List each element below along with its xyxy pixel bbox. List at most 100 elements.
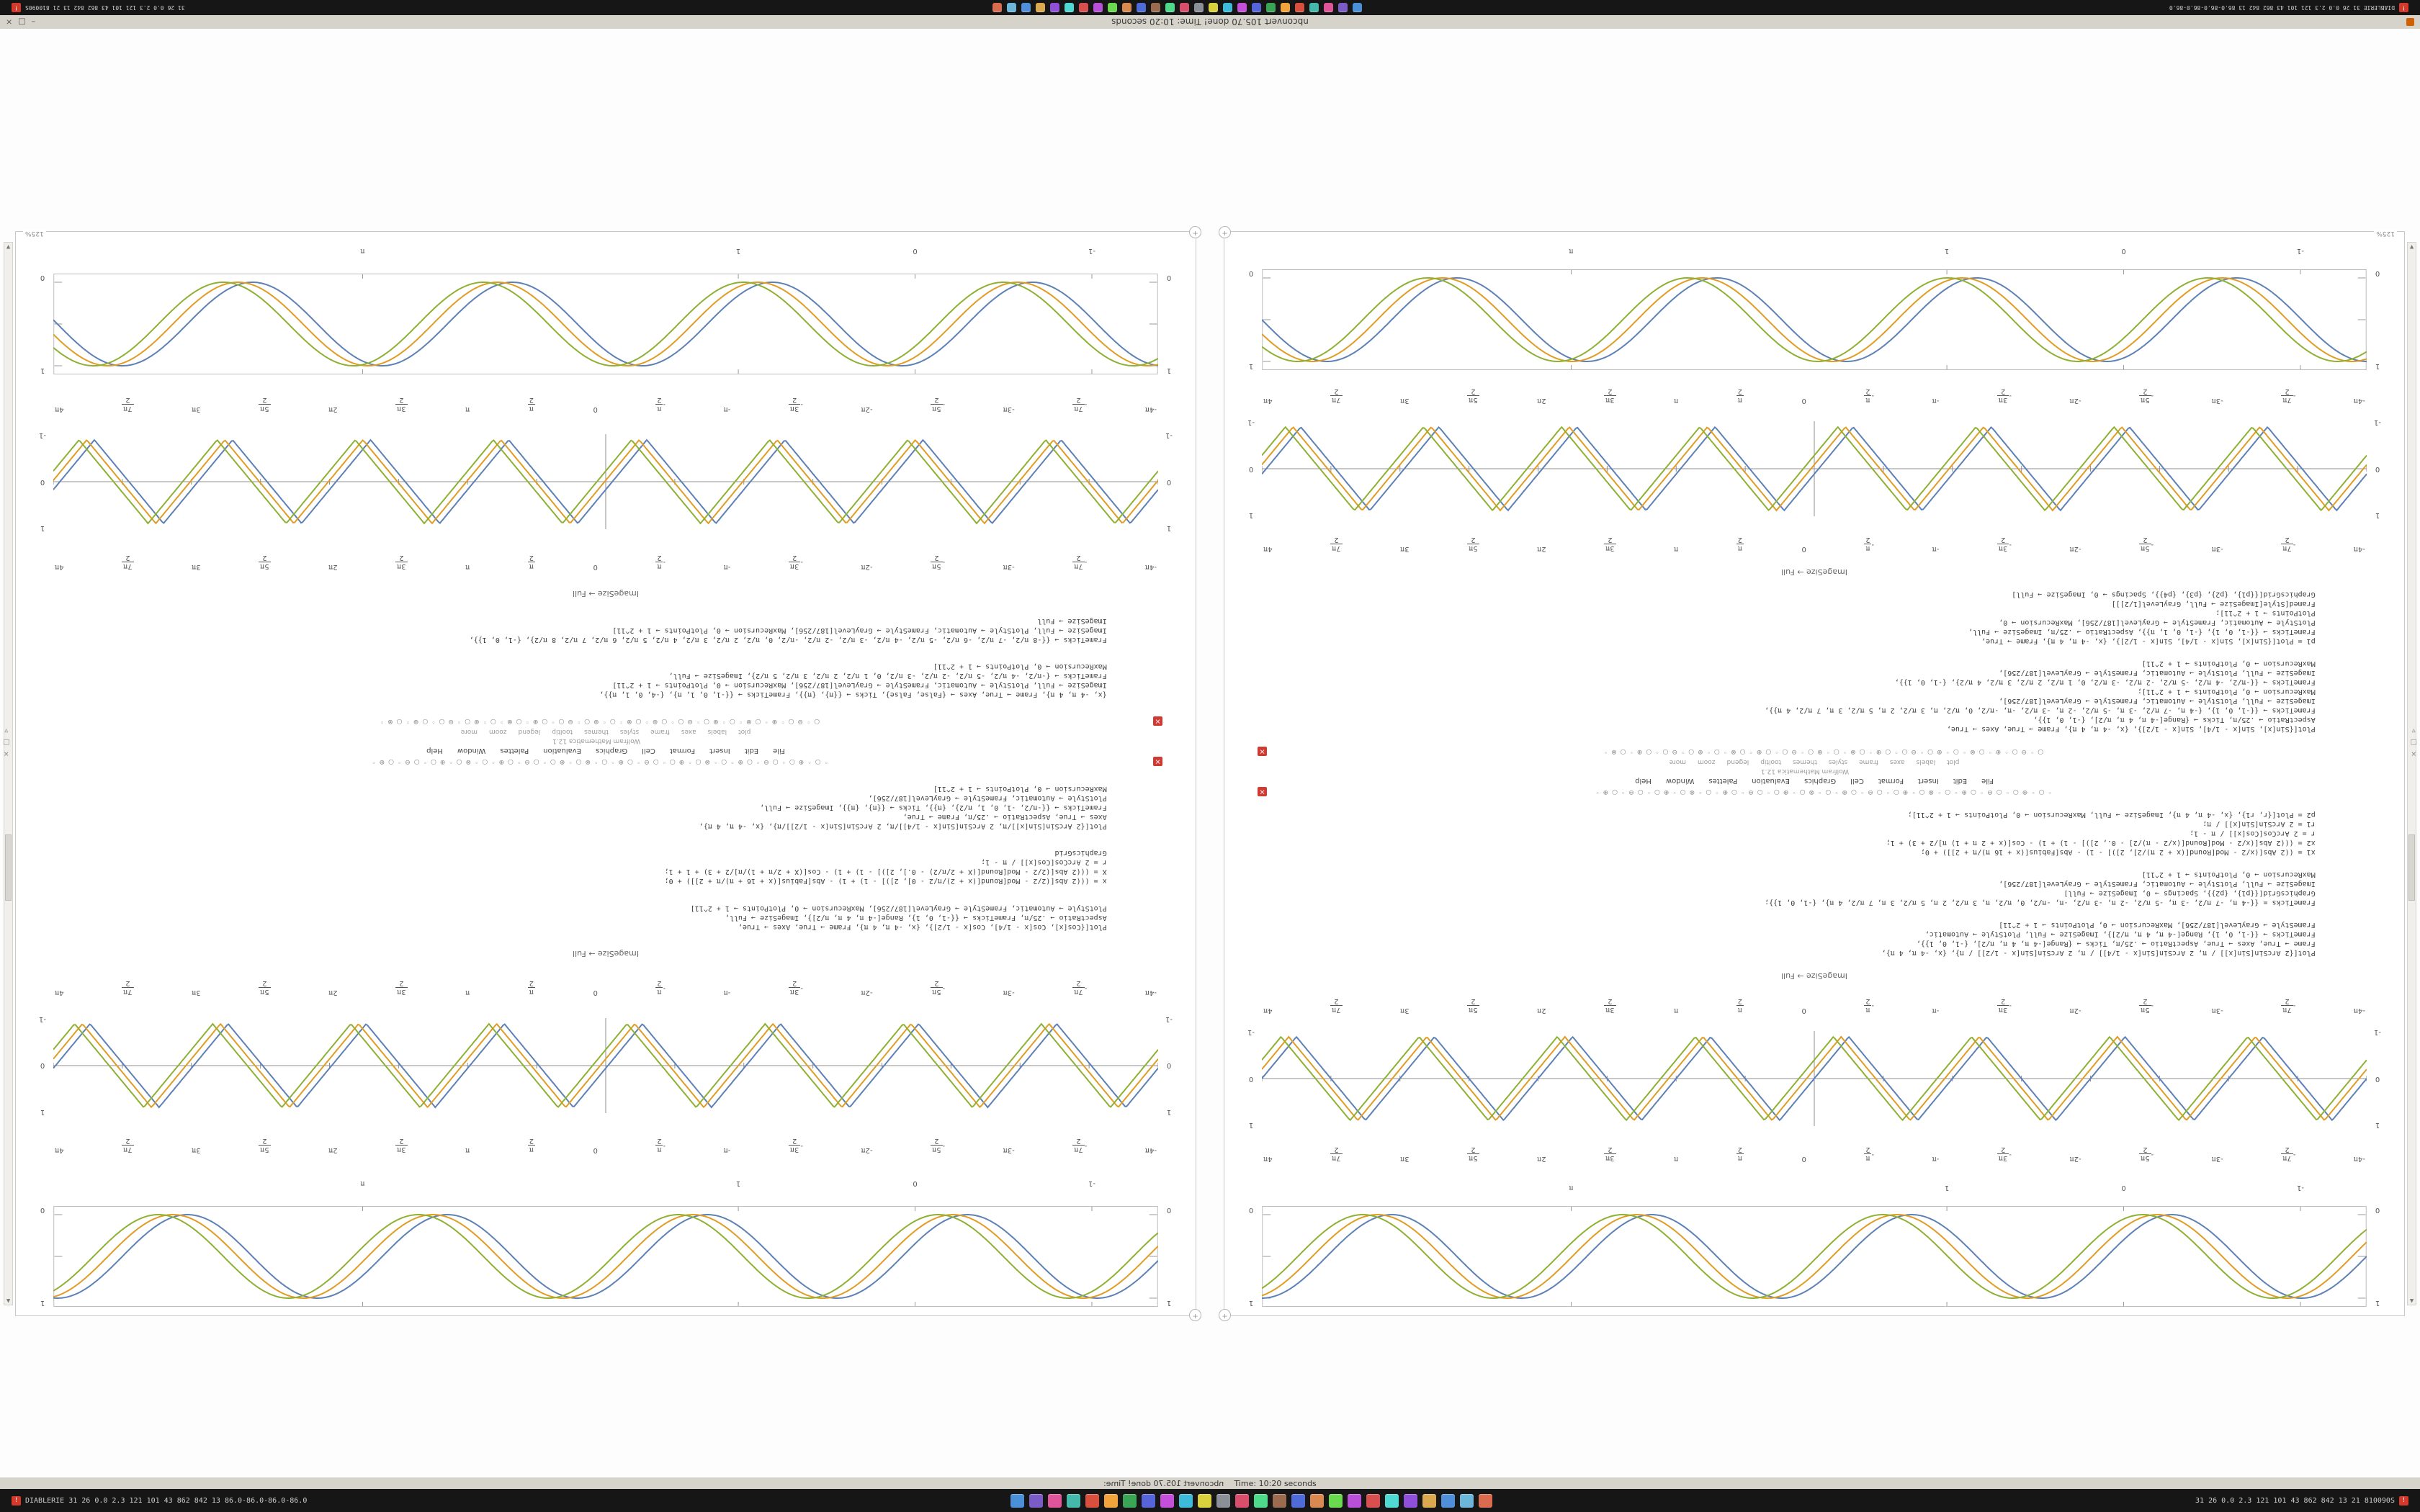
suggestion-item[interactable]: labels: [1916, 758, 1936, 766]
code-cell[interactable]: {x, -4 π, 4 π}, Frame → True, Axes → {Fa…: [49, 662, 1162, 699]
suggestion-item[interactable]: more: [460, 728, 478, 736]
app-icon[interactable]: [1121, 3, 1131, 12]
app-icon[interactable]: [1049, 3, 1059, 12]
menu-item[interactable]: Palettes: [500, 747, 529, 755]
app-icon[interactable]: [1251, 3, 1261, 12]
magnify-badge[interactable]: +: [1219, 1309, 1231, 1321]
app-icon[interactable]: [1010, 1493, 1024, 1508]
app-icon[interactable]: [1160, 1493, 1174, 1508]
suggestions-bar[interactable]: plot labels axes frame styles themes tooltip le…: [1258, 758, 2371, 765]
app-icon[interactable]: [1234, 1493, 1249, 1508]
collapse-icon[interactable]: ▿: [2411, 726, 2416, 734]
app-icon[interactable]: [1021, 3, 1031, 12]
app-icon[interactable]: [1122, 1493, 1137, 1508]
suggestion-item[interactable]: tooltip: [552, 728, 573, 736]
app-icon[interactable]: [1006, 3, 1016, 12]
app-icon[interactable]: [1047, 1493, 1062, 1508]
app-icon[interactable]: [1291, 1493, 1305, 1508]
close-icon[interactable]: ×: [2411, 750, 2417, 757]
close-icon[interactable]: ×: [6, 17, 13, 27]
menu-item[interactable]: Graphics: [595, 747, 628, 755]
menu-bar[interactable]: File Edit Insert Format Cell Graphics Evaluati…: [49, 747, 1162, 755]
suggestion-item[interactable]: labels: [707, 728, 727, 736]
code-cell[interactable]: x1 = ((2 Abs[(x/2 - Mod[Round[(x + 2 π)/…: [1258, 810, 2371, 857]
app-icon[interactable]: [1422, 1493, 1436, 1508]
code-cell[interactable]: Plot[{Cos[x], Cos[x - 1/4], Cos[x - 1/2]…: [49, 904, 1162, 932]
app-icon[interactable]: [1150, 3, 1160, 12]
magnify-badge[interactable]: +: [1189, 1309, 1201, 1321]
close-icon[interactable]: ×: [3, 750, 9, 757]
scroll-up-icon[interactable]: ▲: [2409, 1298, 2414, 1304]
suggestion-item[interactable]: frame: [1859, 758, 1878, 766]
app-icon[interactable]: [1193, 3, 1204, 12]
suggestion-item[interactable]: themes: [584, 728, 609, 736]
app-icon[interactable]: [1337, 3, 1348, 12]
menu-item[interactable]: Cell: [642, 747, 655, 755]
app-icon[interactable]: [1107, 3, 1117, 12]
code-cell[interactable]: Plot[{Sin[x], Sin[x - 1/4], Sin[x - 1/2]…: [1258, 659, 2371, 734]
menu-bar[interactable]: File Edit Insert Format Cell Graphics Evaluati…: [1258, 777, 2371, 785]
app-icon[interactable]: [1208, 3, 1218, 12]
suggestion-item[interactable]: legend: [518, 728, 541, 736]
menu-item[interactable]: Insert: [1918, 777, 1939, 786]
suggestion-item[interactable]: plot: [1947, 758, 1960, 766]
suggestion-item[interactable]: tooltip: [1760, 758, 1782, 766]
suggestion-item[interactable]: frame: [650, 728, 670, 736]
close-icon[interactable]: ×: [1153, 716, 1162, 726]
app-icon[interactable]: [1222, 3, 1232, 12]
close-icon[interactable]: ×: [1258, 787, 1267, 797]
app-icon[interactable]: [1459, 1493, 1474, 1508]
code-cell[interactable]: x = (((2 Abs[(2/2 - Mod[Round[(x + 2)/π/…: [49, 848, 1162, 886]
app-icon[interactable]: [1272, 1493, 1286, 1508]
vertical-scrollbar[interactable]: ▲ ▼: [4, 242, 13, 1305]
scrollbar-thumb[interactable]: [5, 834, 12, 901]
suggestion-item[interactable]: plot: [738, 728, 751, 736]
app-icon[interactable]: [1347, 1493, 1361, 1508]
menu-item[interactable]: Evaluation: [543, 747, 581, 755]
app-icon[interactable]: [1328, 1493, 1343, 1508]
app-icon[interactable]: [1093, 3, 1103, 12]
suggestion-item[interactable]: zoom: [489, 728, 507, 736]
menu-item[interactable]: File: [1981, 777, 1994, 786]
app-icon[interactable]: [1280, 3, 1290, 12]
maximize-icon[interactable]: □: [18, 17, 26, 27]
menu-item[interactable]: Graphics: [1803, 777, 1837, 786]
menu-item[interactable]: Palettes: [1708, 777, 1738, 786]
app-icon[interactable]: [1309, 1493, 1324, 1508]
menu-item[interactable]: Edit: [1953, 777, 1968, 786]
code-cell[interactable]: p1 = Plot[{Sin[x], Sin[x - 1/4], Sin[x -…: [1258, 590, 2371, 646]
app-icon[interactable]: [1078, 3, 1088, 12]
alert-icon[interactable]: !: [2399, 3, 2408, 12]
suggestion-item[interactable]: axes: [681, 728, 696, 736]
menu-item[interactable]: Evaluation: [1752, 777, 1790, 786]
app-icon[interactable]: [1064, 3, 1074, 12]
app-icon[interactable]: [1323, 3, 1333, 12]
alert-icon[interactable]: !: [2398, 1495, 2408, 1506]
close-icon[interactable]: ×: [1258, 747, 1267, 757]
suggestion-item[interactable]: zoom: [1698, 758, 1716, 766]
alert-icon[interactable]: !: [12, 3, 22, 12]
scroll-down-icon[interactable]: ▼: [6, 244, 11, 250]
app-icon[interactable]: [1141, 1493, 1155, 1508]
app-icon[interactable]: [1035, 3, 1045, 12]
app-icon[interactable]: [1103, 1493, 1118, 1508]
app-icon[interactable]: [1066, 1493, 1080, 1508]
app-icon[interactable]: [1197, 1493, 1211, 1508]
alert-icon[interactable]: !: [12, 1495, 21, 1506]
app-icon[interactable]: [992, 3, 1002, 12]
app-icon[interactable]: [1478, 1493, 1492, 1508]
toolbar-buttons[interactable]: ◦○◦⊕○◦○⊖◦○⊕◦○◦⊗○◦⊕○◦○⊖◦○⊕◦○◦⊗○◦⊕○◦○⊖◦○⊕◦…: [1592, 788, 2052, 796]
app-icon[interactable]: [1403, 1493, 1417, 1508]
suggestion-item[interactable]: styles: [1828, 758, 1848, 766]
menu-item[interactable]: Window: [457, 747, 486, 755]
app-icon[interactable]: [1085, 1493, 1099, 1508]
menu-item[interactable]: Window: [1665, 777, 1695, 786]
toolbar-buttons[interactable]: ○◦⊖○◦⊕◦○⊗◦○◦⊕○◦⊖○◦○⊕◦○⊗◦○◦⊕○◦⊖○◦○⊕◦○⊗◦○◦…: [1600, 747, 2044, 755]
menu-item[interactable]: Cell: [1850, 777, 1864, 786]
app-icon[interactable]: [1165, 3, 1175, 12]
suggestion-item[interactable]: legend: [1726, 758, 1749, 766]
app-icon[interactable]: [1384, 1493, 1399, 1508]
suggestion-item[interactable]: axes: [1889, 758, 1905, 766]
app-icon[interactable]: [1237, 3, 1247, 12]
